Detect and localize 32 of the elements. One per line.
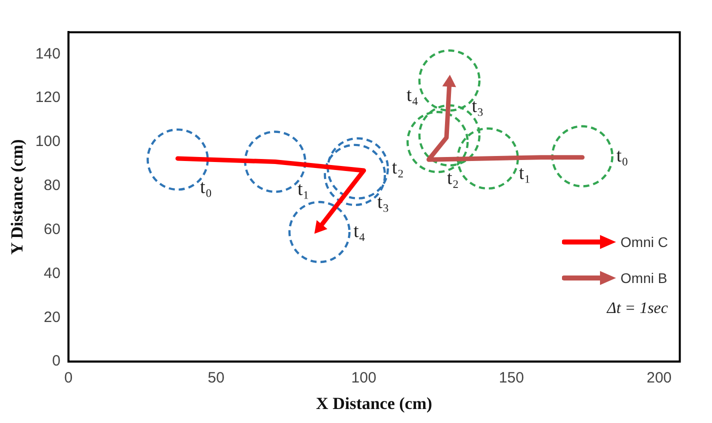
- data-label: t₀: [616, 145, 628, 166]
- x-axis-title: X Distance (cm): [316, 394, 432, 414]
- data-label: t₁: [298, 179, 310, 200]
- x-tick-label: 50: [208, 370, 224, 387]
- y-tick-label: 0: [52, 352, 60, 370]
- y-axis-title: Y Distance (cm): [8, 139, 27, 255]
- annotation: Δt = 1sec: [606, 300, 668, 318]
- legend-label: Omni C: [620, 234, 668, 250]
- data-label: t₃: [472, 96, 484, 118]
- y-tick-label: 80: [44, 177, 60, 194]
- y-tick-label: 60: [44, 220, 60, 238]
- y-tick-label: 120: [35, 89, 60, 106]
- y-tick-label: 20: [44, 308, 60, 326]
- data-label: t₁: [518, 162, 531, 184]
- point: [406, 110, 469, 174]
- y-tick-label: 40: [44, 264, 60, 282]
- data-label: t₂: [392, 157, 404, 178]
- y-tick-label: 100: [35, 133, 60, 150]
- data-label: t₂: [446, 168, 459, 189]
- point: [551, 125, 614, 188]
- x-tick-label: 150: [498, 370, 524, 387]
- data-label: t₄: [406, 84, 418, 106]
- point: [288, 200, 351, 264]
- point: [456, 127, 519, 190]
- x-tick-label: 0: [64, 370, 73, 387]
- x-tick-label: 200: [646, 370, 672, 387]
- data-label: t₀: [200, 176, 212, 198]
- data-label: t₄: [354, 221, 366, 242]
- y-tick-label: 140: [35, 45, 60, 62]
- x-tick-label: 100: [351, 370, 376, 387]
- data-label: t₃: [377, 192, 390, 214]
- legend-label: Omni B: [620, 270, 668, 286]
